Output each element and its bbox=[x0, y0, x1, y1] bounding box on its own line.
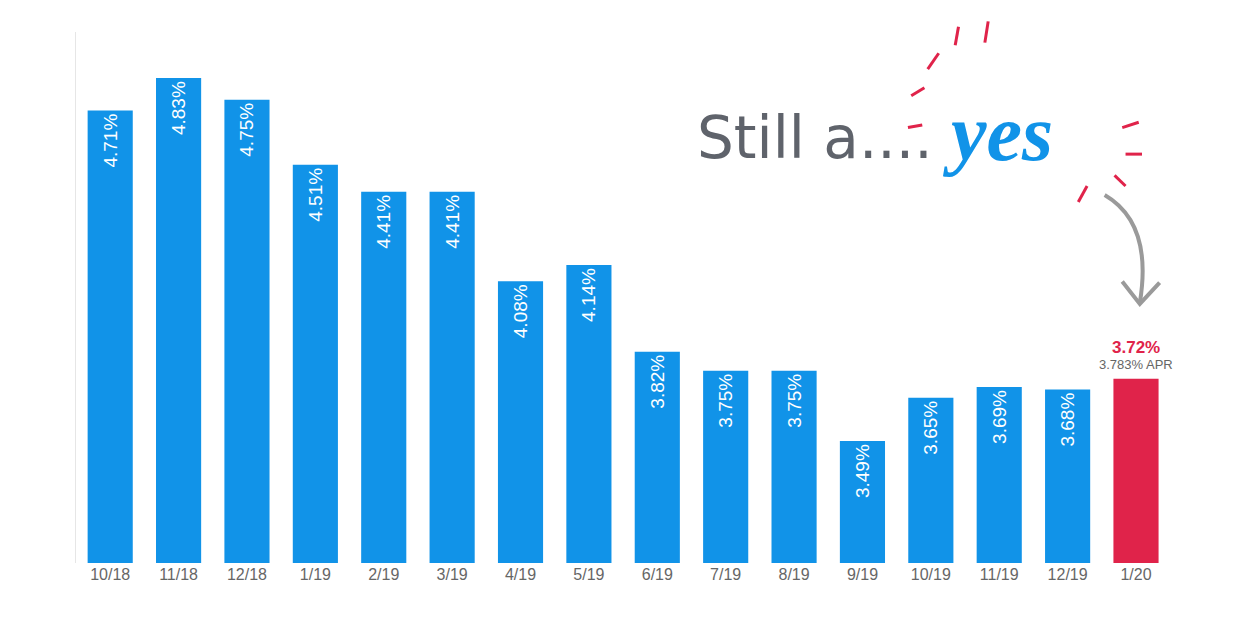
svg-text:3.68%: 3.68% bbox=[1057, 393, 1078, 447]
svg-text:4.41%: 4.41% bbox=[373, 195, 394, 249]
svg-text:1/19: 1/19 bbox=[300, 566, 331, 583]
svg-text:3.72%: 3.72% bbox=[1112, 338, 1160, 357]
svg-text:3.82%: 3.82% bbox=[647, 355, 668, 409]
svg-text:3.49%: 3.49% bbox=[852, 444, 873, 498]
svg-text:3.65%: 3.65% bbox=[920, 401, 941, 455]
svg-text:12/18: 12/18 bbox=[227, 566, 267, 583]
svg-text:2/19: 2/19 bbox=[368, 566, 399, 583]
svg-text:6/19: 6/19 bbox=[642, 566, 673, 583]
svg-text:3/19: 3/19 bbox=[437, 566, 468, 583]
svg-text:4.71%: 4.71% bbox=[100, 114, 121, 168]
svg-text:11/19: 11/19 bbox=[980, 566, 1019, 583]
svg-text:10/19: 10/19 bbox=[911, 566, 951, 583]
svg-text:5/19: 5/19 bbox=[573, 566, 604, 583]
svg-text:1/20: 1/20 bbox=[1120, 566, 1151, 583]
svg-text:4.41%: 4.41% bbox=[442, 195, 463, 249]
svg-text:4.14%: 4.14% bbox=[578, 268, 599, 322]
svg-text:9/19: 9/19 bbox=[847, 566, 878, 583]
svg-text:3.75%: 3.75% bbox=[784, 374, 805, 428]
svg-text:10/18: 10/18 bbox=[90, 566, 130, 583]
svg-text:Still a....: Still a.... bbox=[697, 104, 933, 172]
svg-text:7/19: 7/19 bbox=[710, 566, 741, 583]
svg-text:4.51%: 4.51% bbox=[305, 168, 326, 222]
svg-text:12/19: 12/19 bbox=[1048, 566, 1088, 583]
svg-text:4/19: 4/19 bbox=[505, 566, 536, 583]
svg-text:3.783% APR: 3.783% APR bbox=[1099, 357, 1173, 372]
svg-text:yes: yes bbox=[942, 89, 1053, 177]
svg-text:3.75%: 3.75% bbox=[715, 374, 736, 428]
svg-text:4.75%: 4.75% bbox=[236, 103, 257, 157]
svg-text:4.83%: 4.83% bbox=[168, 81, 189, 135]
svg-text:11/18: 11/18 bbox=[159, 566, 198, 583]
svg-text:3.69%: 3.69% bbox=[989, 390, 1010, 444]
svg-text:4.08%: 4.08% bbox=[510, 284, 531, 338]
svg-text:8/19: 8/19 bbox=[778, 566, 809, 583]
